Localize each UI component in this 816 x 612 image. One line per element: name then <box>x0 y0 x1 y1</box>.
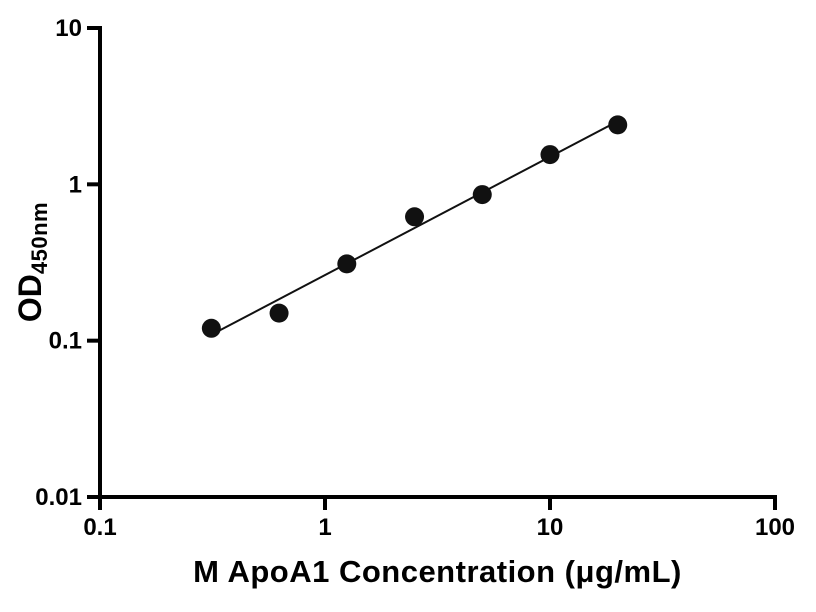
x-tick-label: 100 <box>755 514 795 541</box>
y-tick-label: 1 <box>69 171 82 198</box>
data-point <box>337 254 357 274</box>
y-axis-title-sub: 450nm <box>27 201 52 275</box>
y-tick-label: 0.01 <box>35 484 82 511</box>
data-point <box>472 185 492 205</box>
x-tick-label: 10 <box>537 514 564 541</box>
y-axis-title-main: OD <box>12 274 48 323</box>
y-axis-title: OD450nm <box>8 132 52 392</box>
x-tick-label: 0.1 <box>83 514 116 541</box>
data-point <box>269 303 289 323</box>
data-point <box>540 145 560 165</box>
data-point <box>201 318 221 338</box>
data-point <box>405 207 425 227</box>
y-tick-label: 0.1 <box>49 328 82 355</box>
x-axis-title: M ApoA1 Concentration (μg/mL) <box>193 554 682 589</box>
x-tick-label: 1 <box>318 514 331 541</box>
y-tick-label: 10 <box>55 15 82 42</box>
data-point <box>608 115 628 135</box>
